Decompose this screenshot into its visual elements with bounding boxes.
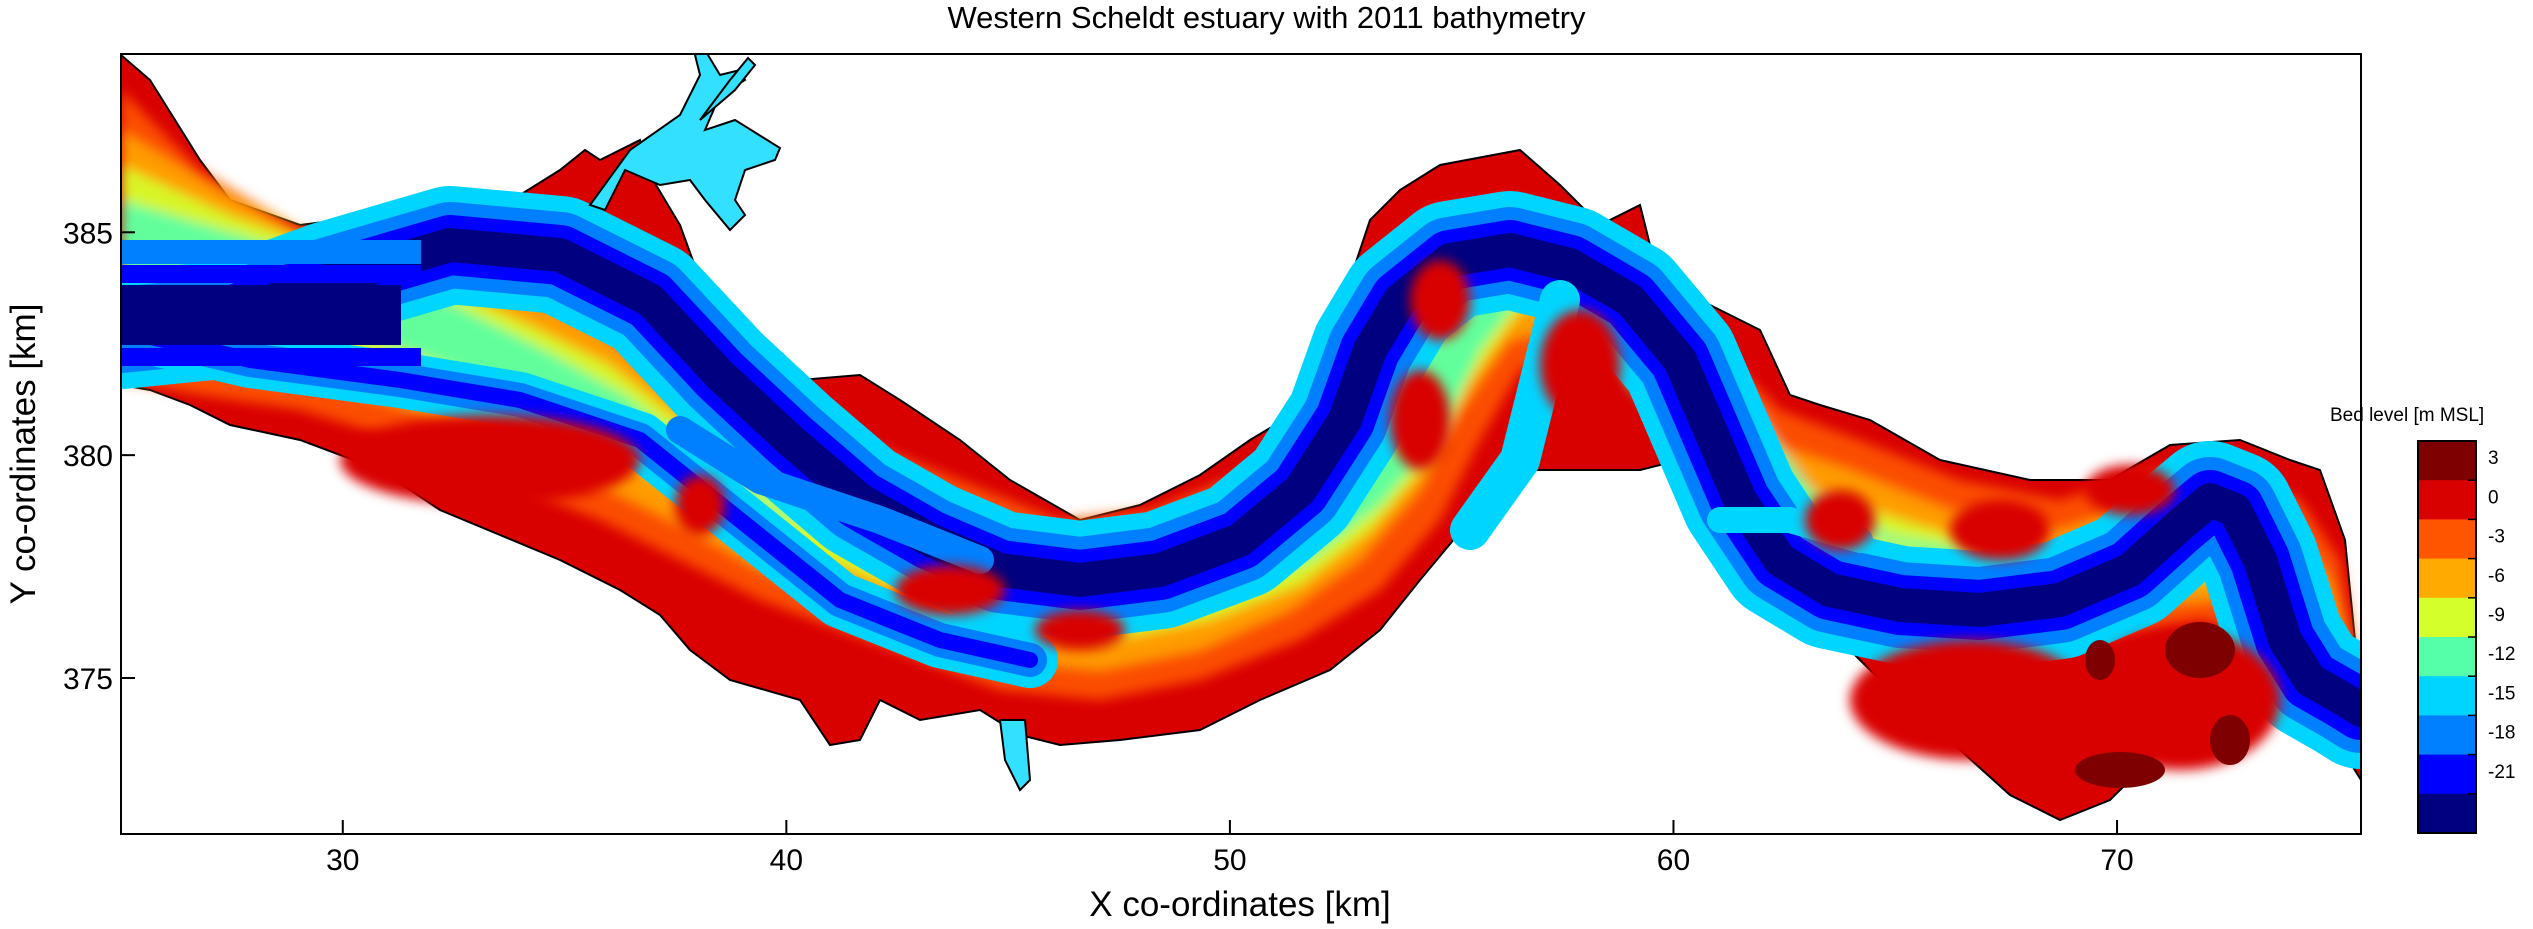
colorbar-bin bbox=[2418, 597, 2476, 638]
colorbar-bin bbox=[2418, 715, 2476, 756]
x-tick-label: 30 bbox=[326, 844, 359, 877]
estuary-layer bbox=[121, 54, 2361, 822]
x-axis-label: X co-ordinates [km] bbox=[1089, 885, 1391, 924]
colorbar-tick-label: -18 bbox=[2488, 723, 2515, 744]
colorbar-tick-label: -9 bbox=[2488, 605, 2505, 626]
colorbar-bin bbox=[2418, 480, 2476, 520]
colorbar-bin bbox=[2418, 558, 2476, 599]
colorbar-tick-label: -3 bbox=[2488, 527, 2505, 548]
colorbar-title: Bed level [m MSL] bbox=[2330, 405, 2485, 426]
y-tick-label: 375 bbox=[63, 663, 113, 696]
main-channel bbox=[121, 186, 2361, 769]
colorbar-bin bbox=[2418, 637, 2476, 677]
colorbar-tick-label: -12 bbox=[2488, 644, 2515, 665]
plot-axes: 30 40 50 60 70 375 380 385 bbox=[63, 53, 2362, 877]
map-title: Western Scheldt estuary with 2011 bathym… bbox=[947, 0, 1586, 35]
y-axis-ticks: 375 380 385 bbox=[63, 217, 135, 696]
y-tick-label: 385 bbox=[63, 217, 113, 250]
sand-bars bbox=[340, 260, 2280, 770]
x-tick-label: 40 bbox=[770, 844, 803, 877]
x-tick-label: 50 bbox=[1213, 844, 1246, 877]
x-axis-ticks: 30 40 50 60 70 bbox=[326, 820, 2134, 877]
colorbar: 3 0 -3 -6 -9 -12 -15 -18 -21 bbox=[2417, 440, 2515, 834]
y-tick-label: 380 bbox=[63, 440, 113, 473]
estuary-mouth bbox=[121, 285, 401, 345]
y-axis-label: Y co-ordinates [km] bbox=[4, 303, 43, 605]
colorbar-tick-label: 3 bbox=[2488, 448, 2499, 469]
x-tick-label: 70 bbox=[2100, 844, 2133, 877]
colorbar-bin bbox=[2418, 754, 2476, 795]
colorbar-bin bbox=[2418, 519, 2476, 560]
x-tick-label: 60 bbox=[1657, 844, 1690, 877]
colorbar-tick-label: 0 bbox=[2488, 487, 2499, 508]
marsh-areas bbox=[2075, 622, 2250, 788]
harbour-basins bbox=[588, 54, 1032, 792]
colorbar-bin bbox=[2418, 441, 2476, 481]
colorbar-bin bbox=[2418, 676, 2476, 716]
colorbar-tick-label: -21 bbox=[2488, 762, 2515, 783]
colorbar-tick-label: -15 bbox=[2488, 683, 2515, 704]
colorbar-tick-label: -6 bbox=[2488, 566, 2505, 587]
colorbar-bin bbox=[2418, 793, 2476, 834]
